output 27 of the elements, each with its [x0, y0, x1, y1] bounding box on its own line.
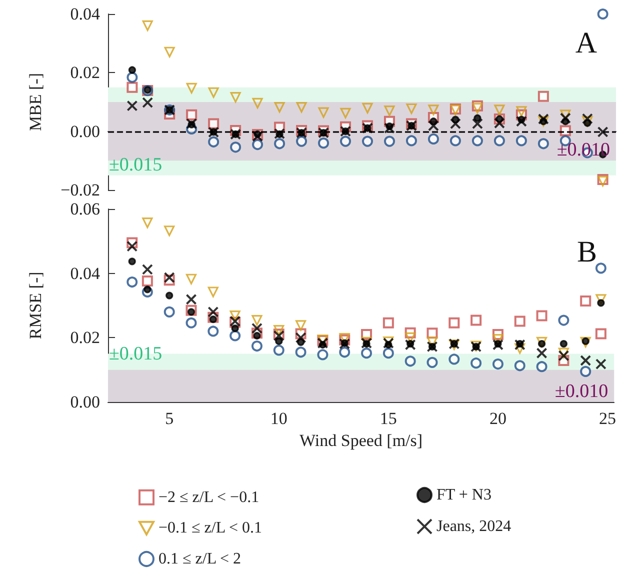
band-label: ±0.010: [556, 140, 610, 161]
x-tick-label: 15: [380, 409, 397, 428]
y-tick-label: 0.06: [70, 200, 100, 218]
y-tick-label: −0.02: [60, 180, 100, 200]
x-tick-label: 20: [489, 409, 506, 428]
legend-label: 0.1 ≤ z/L < 2: [158, 550, 242, 568]
y-axis-title: MBE [-]: [26, 72, 45, 132]
y-tick-label: 0.02: [70, 63, 100, 82]
annotation: A: [575, 26, 598, 60]
y-axis-title: RMSE [-]: [26, 272, 45, 340]
band-label: ±0.010: [554, 381, 608, 402]
y-tick-label: 0.04: [70, 4, 100, 24]
x-tick-label: 25: [599, 409, 616, 428]
band-label: ±0.015: [109, 343, 162, 364]
legend-label: FT + N3: [436, 486, 492, 504]
x-tick-label: 5: [165, 409, 174, 428]
y-tick-label: 0.04: [70, 264, 100, 283]
legend-label: Jeans, 2024: [436, 518, 512, 535]
band-label: ±0.015: [109, 154, 162, 176]
x-axis-title: Wind Speed [m/s]: [300, 431, 423, 450]
y-tick-label: 0.00: [70, 122, 100, 141]
annotation: B: [576, 236, 598, 268]
y-tick-label: 0.02: [70, 328, 100, 348]
legend-label: −2 ≤ z/L < −0.1: [158, 488, 260, 506]
legend-label: −0.1 ≤ z/L < 0.1: [158, 520, 262, 537]
x-tick-label: 10: [270, 409, 288, 428]
y-tick-label: 0.00: [70, 392, 100, 412]
